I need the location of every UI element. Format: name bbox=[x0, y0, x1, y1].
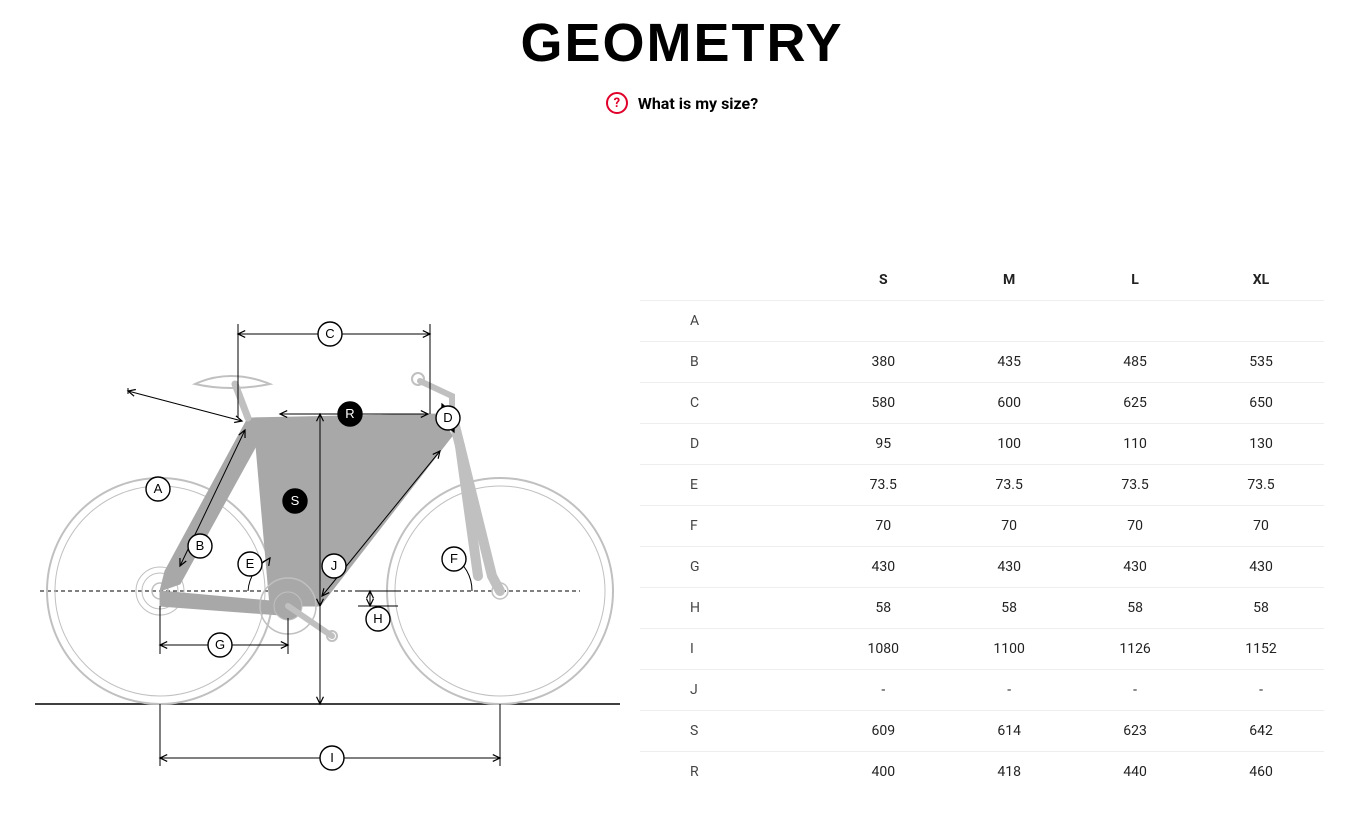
cell: 70 bbox=[946, 506, 1072, 547]
cell: 58 bbox=[1072, 588, 1198, 629]
cell bbox=[820, 301, 946, 342]
cell: 430 bbox=[946, 547, 1072, 588]
cell: 435 bbox=[946, 342, 1072, 383]
geometry-table: SMLXL AB380435485535C580600625650D951001… bbox=[640, 260, 1324, 792]
col-XL: XL bbox=[1198, 260, 1324, 301]
help-icon: ? bbox=[606, 92, 628, 114]
svg-text:B: B bbox=[196, 538, 205, 553]
cell: 100 bbox=[946, 424, 1072, 465]
svg-text:E: E bbox=[246, 556, 255, 571]
size-link-label: What is my size? bbox=[638, 94, 758, 113]
table-row: B380435485535 bbox=[640, 342, 1324, 383]
row-key: G bbox=[640, 547, 820, 588]
cell: 380 bbox=[820, 342, 946, 383]
content-row: ABCDEFGHIJRS SMLXL AB380435485535C580600… bbox=[0, 260, 1364, 832]
svg-text:R: R bbox=[345, 406, 354, 421]
row-key: J bbox=[640, 670, 820, 711]
cell: 1152 bbox=[1198, 629, 1324, 670]
table-row: H58585858 bbox=[640, 588, 1324, 629]
col-M: M bbox=[946, 260, 1072, 301]
table-row: D95100110130 bbox=[640, 424, 1324, 465]
cell: 485 bbox=[1072, 342, 1198, 383]
svg-text:I: I bbox=[330, 750, 334, 765]
row-key: S bbox=[640, 711, 820, 752]
cell bbox=[1198, 301, 1324, 342]
col-blank bbox=[640, 260, 820, 301]
cell: 625 bbox=[1072, 383, 1198, 424]
cell: 642 bbox=[1198, 711, 1324, 752]
row-key: A bbox=[640, 301, 820, 342]
row-key: E bbox=[640, 465, 820, 506]
cell: 73.5 bbox=[820, 465, 946, 506]
cell: - bbox=[1072, 670, 1198, 711]
row-key: F bbox=[640, 506, 820, 547]
cell: 609 bbox=[820, 711, 946, 752]
cell: 58 bbox=[1198, 588, 1324, 629]
cell: - bbox=[1198, 670, 1324, 711]
cell: 58 bbox=[820, 588, 946, 629]
table-row: I1080110011261152 bbox=[640, 629, 1324, 670]
cell: 460 bbox=[1198, 752, 1324, 793]
cell: 400 bbox=[820, 752, 946, 793]
svg-text:S: S bbox=[291, 493, 300, 508]
row-key: I bbox=[640, 629, 820, 670]
table-row: G430430430430 bbox=[640, 547, 1324, 588]
cell: 58 bbox=[946, 588, 1072, 629]
table-row: R400418440460 bbox=[640, 752, 1324, 793]
cell: 110 bbox=[1072, 424, 1198, 465]
svg-text:J: J bbox=[331, 558, 338, 573]
row-key: H bbox=[640, 588, 820, 629]
cell: 600 bbox=[946, 383, 1072, 424]
row-key: C bbox=[640, 383, 820, 424]
row-key: B bbox=[640, 342, 820, 383]
geometry-page: GEOMETRY ? What is my size? ABCDEFGHIJRS… bbox=[0, 0, 1364, 832]
table-row: C580600625650 bbox=[640, 383, 1324, 424]
cell bbox=[1072, 301, 1198, 342]
geometry-table-wrap: SMLXL AB380435485535C580600625650D951001… bbox=[640, 260, 1364, 832]
cell: 430 bbox=[1198, 547, 1324, 588]
cell: 580 bbox=[820, 383, 946, 424]
cell: 70 bbox=[820, 506, 946, 547]
cell: - bbox=[820, 670, 946, 711]
what-is-my-size-link[interactable]: ? What is my size? bbox=[0, 92, 1364, 114]
cell: 430 bbox=[1072, 547, 1198, 588]
cell: 95 bbox=[820, 424, 946, 465]
cell: 440 bbox=[1072, 752, 1198, 793]
col-L: L bbox=[1072, 260, 1198, 301]
cell: 623 bbox=[1072, 711, 1198, 752]
svg-text:G: G bbox=[215, 637, 225, 652]
cell: 73.5 bbox=[946, 465, 1072, 506]
row-key: R bbox=[640, 752, 820, 793]
svg-text:D: D bbox=[443, 410, 452, 425]
row-key: D bbox=[640, 424, 820, 465]
table-row: S609614623642 bbox=[640, 711, 1324, 752]
cell: 1126 bbox=[1072, 629, 1198, 670]
page-title: GEOMETRY bbox=[0, 0, 1364, 74]
bike-diagram: A B C D E F G H I J R S bbox=[0, 260, 640, 832]
table-row: J---- bbox=[640, 670, 1324, 711]
svg-text:C: C bbox=[325, 326, 334, 341]
cell: 1100 bbox=[946, 629, 1072, 670]
col-S: S bbox=[820, 260, 946, 301]
cell: - bbox=[946, 670, 1072, 711]
svg-text:F: F bbox=[450, 551, 458, 566]
cell: 70 bbox=[1198, 506, 1324, 547]
cell: 73.5 bbox=[1072, 465, 1198, 506]
cell bbox=[946, 301, 1072, 342]
svg-text:H: H bbox=[373, 611, 382, 626]
table-row: E73.573.573.573.5 bbox=[640, 465, 1324, 506]
cell: 70 bbox=[1072, 506, 1198, 547]
cell: 73.5 bbox=[1198, 465, 1324, 506]
cell: 1080 bbox=[820, 629, 946, 670]
cell: 650 bbox=[1198, 383, 1324, 424]
cell: 418 bbox=[946, 752, 1072, 793]
cell: 430 bbox=[820, 547, 946, 588]
cell: 535 bbox=[1198, 342, 1324, 383]
svg-text:A: A bbox=[154, 481, 163, 496]
cell: 614 bbox=[946, 711, 1072, 752]
cell: 130 bbox=[1198, 424, 1324, 465]
table-row: F70707070 bbox=[640, 506, 1324, 547]
table-row: A bbox=[640, 301, 1324, 342]
